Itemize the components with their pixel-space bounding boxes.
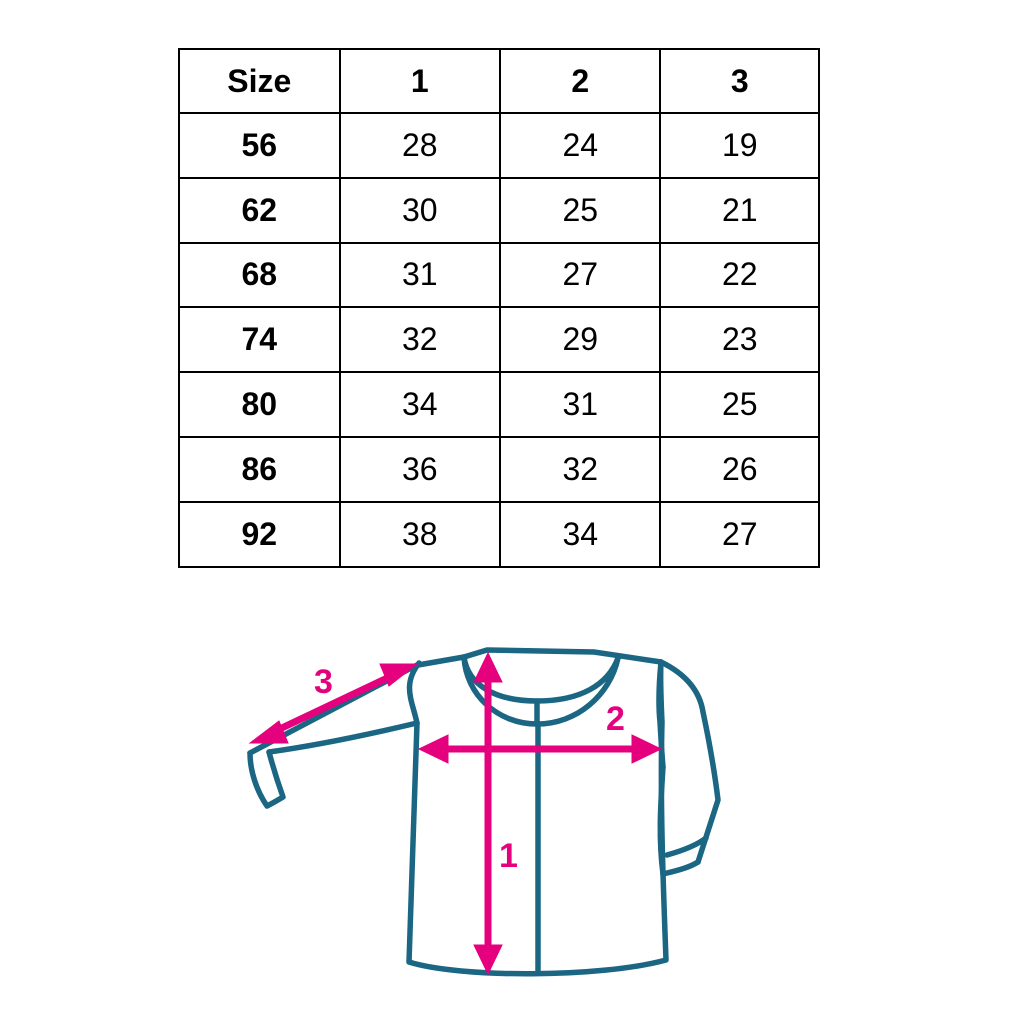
svg-text:1: 1 <box>499 837 518 875</box>
svg-text:3: 3 <box>314 663 333 701</box>
svg-text:2: 2 <box>606 700 625 738</box>
